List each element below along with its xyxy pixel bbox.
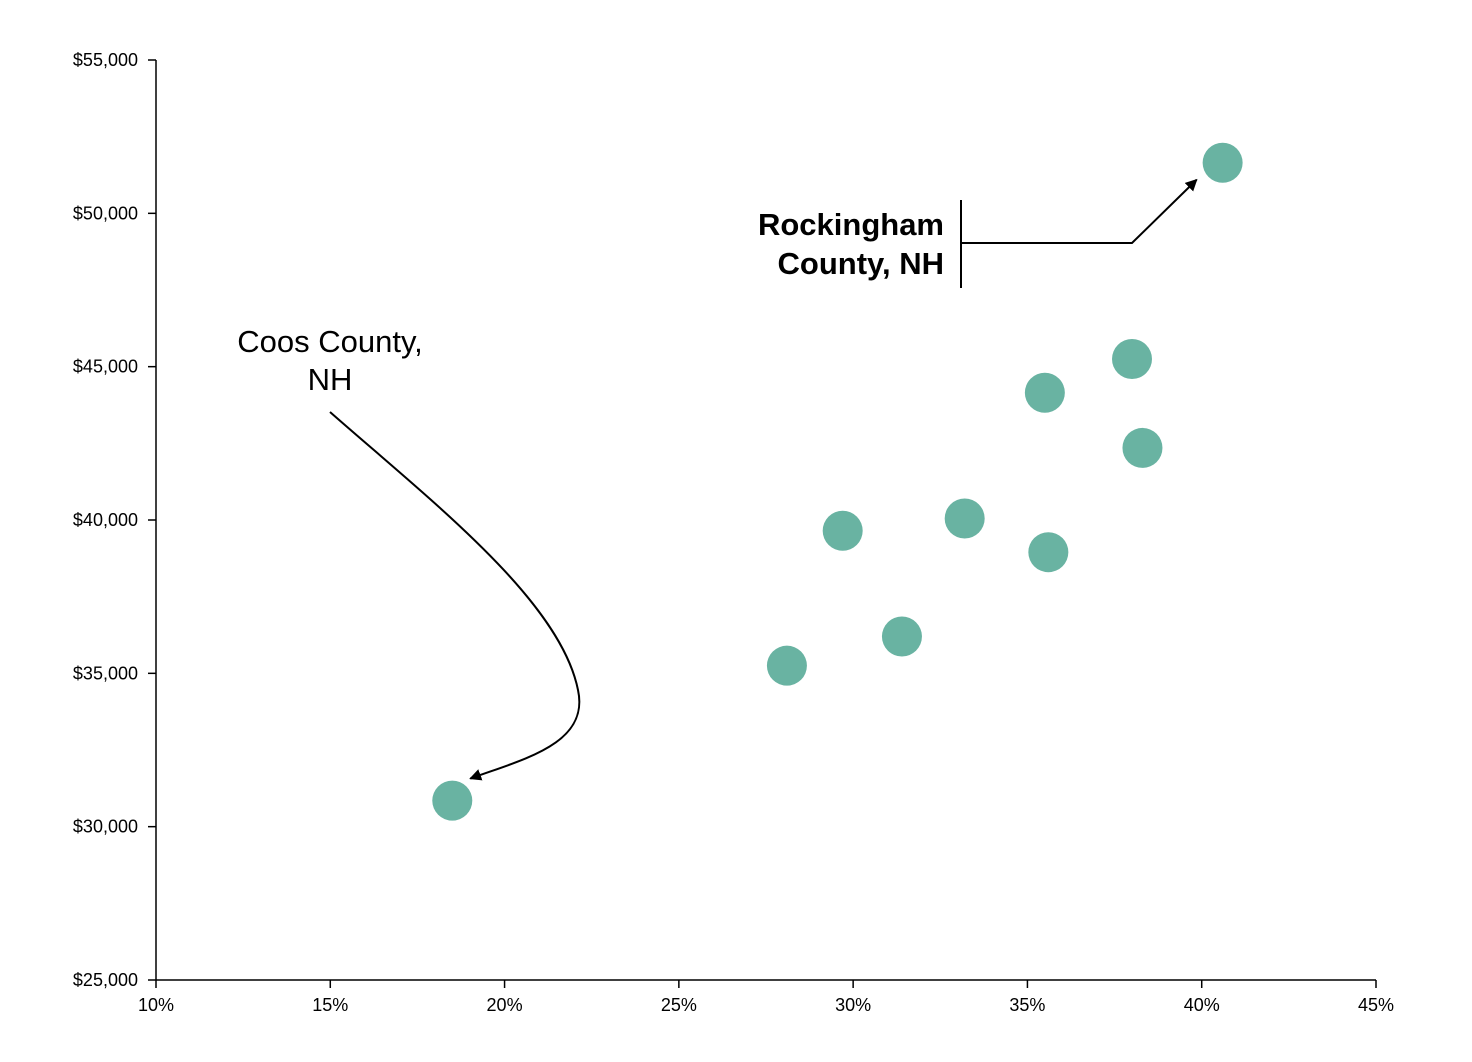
y-axis: $25,000 $30,000 $35,000 $40,000 $45,000 $50,0… xyxy=(73,50,157,990)
x-tick-label: 25% xyxy=(661,995,697,1015)
x-tick-label: 40% xyxy=(1184,995,1220,1015)
data-point xyxy=(822,510,863,551)
y-tick-label: $45,000 xyxy=(73,357,138,377)
y-tick-label: $40,000 xyxy=(73,510,138,530)
data-point xyxy=(1112,339,1152,379)
x-tick-label: 10% xyxy=(138,995,174,1015)
annotation-coos-text: NH xyxy=(308,362,353,397)
annotation-rockingham-arrow xyxy=(961,178,1198,244)
y-tick-label: $25,000 xyxy=(73,970,138,990)
x-tick-label: 20% xyxy=(487,995,523,1015)
annotation-rockingham: Rockingham County, NH xyxy=(758,178,1198,288)
data-point xyxy=(944,498,985,539)
y-tick-label: $35,000 xyxy=(73,663,138,683)
x-tick-label: 35% xyxy=(1009,995,1045,1015)
data-point xyxy=(1202,142,1243,183)
annotation-coos: Coos County,NH xyxy=(237,324,581,781)
x-axis: 10% 15% 20% 25% 30% 35% 40% 45% xyxy=(138,979,1394,1015)
annotations: Coos County,NH Rockingham County, NH xyxy=(237,178,1198,781)
annotation-rockingham-text: County, NH xyxy=(778,246,944,281)
data-point xyxy=(766,645,807,686)
x-tick-label: 45% xyxy=(1358,995,1394,1015)
y-tick-label: $55,000 xyxy=(73,50,138,70)
y-tick-label: $30,000 xyxy=(73,817,138,837)
data-point xyxy=(432,780,473,821)
data-point xyxy=(1122,427,1163,468)
data-points xyxy=(432,142,1243,821)
data-point xyxy=(1028,532,1069,573)
data-point xyxy=(881,616,922,657)
annotation-coos-text: Coos County, xyxy=(237,324,423,359)
annotation-rockingham-text: Rockingham xyxy=(758,207,944,242)
y-tick-label: $50,000 xyxy=(73,203,138,223)
data-point xyxy=(1024,372,1065,413)
annotation-coos-arrow xyxy=(329,411,581,781)
x-tick-label: 30% xyxy=(835,995,871,1015)
x-tick-label: 15% xyxy=(312,995,348,1015)
